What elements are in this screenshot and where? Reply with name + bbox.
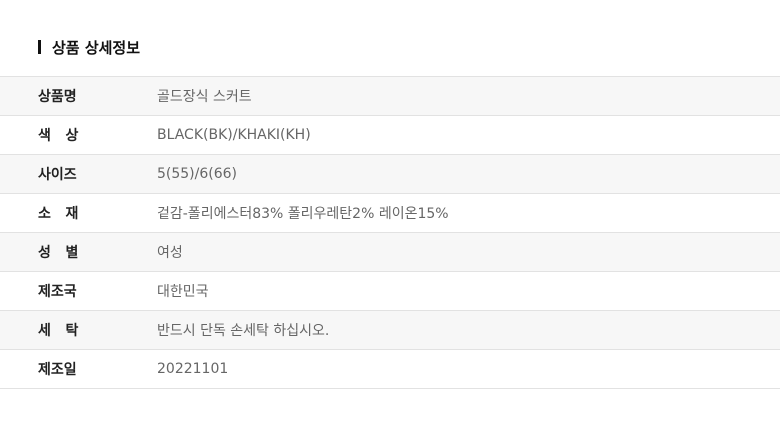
row-label: 세 탁 xyxy=(38,323,79,339)
table-row: 색 상 BLACK(BK)/KHAKI(KH) xyxy=(0,116,780,155)
table-row: 사이즈 5(55)/6(66) xyxy=(0,155,780,194)
row-label: 색 상 xyxy=(38,128,79,144)
table-row: 제조일 20221101 xyxy=(0,350,780,389)
section-title: 상품 상세정보 xyxy=(38,37,140,57)
title-bar-accent xyxy=(38,40,41,54)
row-value: 대한민국 xyxy=(157,284,209,300)
row-value: 5(55)/6(66) xyxy=(157,166,238,182)
product-detail-table: 상품명 골드장식 스커트 색 상 BLACK(BK)/KHAKI(KH) 사이즈 5(… xyxy=(0,76,780,389)
row-label: 제조일 xyxy=(38,362,77,378)
section-title-text: 상품 상세정보 xyxy=(52,38,141,57)
row-label: 제조국 xyxy=(38,284,77,300)
table-row: 소 재 겉감-폴리에스터83% 폴리우레탄2% 레이온15% xyxy=(0,194,780,233)
row-value: BLACK(BK)/KHAKI(KH) xyxy=(157,127,311,143)
row-value: 반드시 단독 손세탁 하십시오. xyxy=(157,323,330,339)
table-row: 상품명 골드장식 스커트 xyxy=(0,77,780,116)
row-label: 사이즈 xyxy=(38,167,77,183)
row-label: 성 별 xyxy=(38,245,79,261)
table-row: 성 별 여성 xyxy=(0,233,780,272)
row-value: 골드장식 스커트 xyxy=(157,89,252,105)
row-value: 겉감-폴리에스터83% 폴리우레탄2% 레이온15% xyxy=(157,206,449,222)
row-value: 여성 xyxy=(157,245,183,261)
row-value: 20221101 xyxy=(157,361,229,377)
row-label: 소 재 xyxy=(38,206,79,222)
table-row: 제조국 대한민국 xyxy=(0,272,780,311)
table-row: 세 탁 반드시 단독 손세탁 하십시오. xyxy=(0,311,780,350)
row-label: 상품명 xyxy=(38,89,77,105)
